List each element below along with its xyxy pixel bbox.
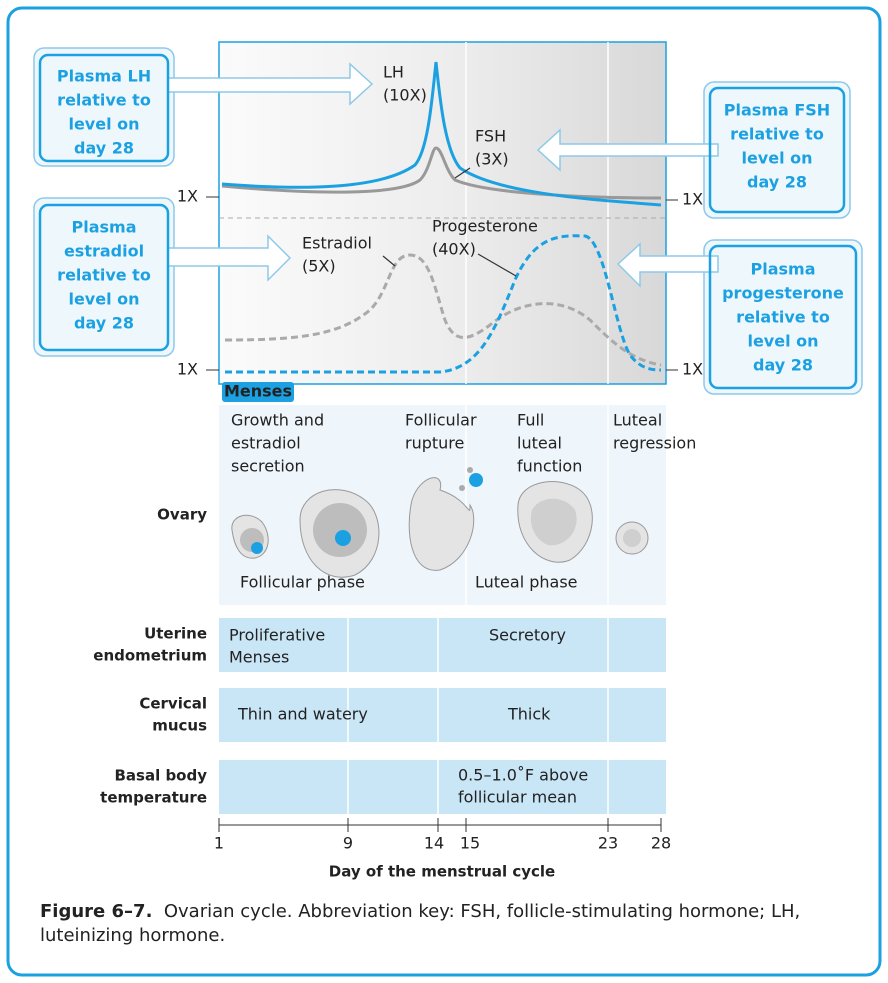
progesterone-curve [225, 234, 662, 374]
cell-text: 0.5–1.0˚F above [458, 766, 588, 785]
x-tick-label: 15 [460, 834, 480, 853]
callout-shapes [33, 47, 863, 395]
frame [6, 6, 882, 977]
baseline-label: 1X [682, 190, 703, 209]
cell-text: Proliferative [229, 626, 325, 645]
row-dividers [347, 618, 609, 814]
callout-text: estradiol [64, 242, 144, 261]
callout-text: Plasma [72, 218, 137, 237]
caption: Figure 6–7. Ovarian cycle. Abbreviation … [40, 900, 850, 948]
callout-text: level on [747, 332, 818, 351]
callout-text: progesterone [722, 284, 844, 303]
x-axis-label: Day of the menstrual cycle [329, 863, 555, 881]
menses-label: Menses [224, 382, 292, 401]
phase-label: Luteal phase [475, 573, 578, 592]
baseline-label: 1X [177, 360, 198, 379]
hormone-level: (10X) [383, 86, 427, 105]
stage-label: Luteal [613, 411, 662, 430]
callout-text: Plasma LH [57, 67, 151, 86]
callout-text: Plasma [751, 260, 816, 279]
stage-label: estradiol [231, 434, 301, 453]
lh-curve [221, 61, 662, 207]
callout-text: day 28 [747, 173, 807, 192]
stage-label: luteal [517, 434, 562, 453]
hormone-level: (5X) [302, 257, 336, 276]
callout-text: day 28 [753, 356, 813, 375]
callout-text: relative to [736, 308, 830, 327]
callout-text: level on [68, 115, 139, 134]
stage-label: secretion [231, 457, 305, 476]
stage-label: regression [613, 434, 696, 453]
ovary-dividers [465, 405, 609, 605]
callout-text: day 28 [74, 139, 134, 158]
cell-text: Thick [507, 705, 551, 724]
cell-text: follicular mean [458, 788, 577, 807]
baseline-label: 1X [682, 360, 703, 379]
hormone-level: (3X) [475, 150, 509, 169]
row-label: temperature [100, 789, 207, 807]
hormone-panel [218, 41, 667, 385]
row-label: Cervical [139, 695, 207, 713]
row-label: Ovary [157, 506, 207, 524]
hormone-name: LH [383, 63, 404, 82]
callout-text: relative to [57, 266, 151, 285]
baseline-label: 1X [177, 187, 198, 206]
caption-label: Figure 6–7. [40, 901, 153, 922]
cell-text: Secretory [489, 626, 566, 645]
ovary-illustrations [231, 467, 649, 578]
callout-text: level on [741, 149, 812, 168]
row-label: endometrium [93, 647, 207, 665]
baseline-ticks [206, 196, 678, 371]
phase-label: Follicular phase [240, 573, 365, 592]
stage-label: Full [517, 411, 544, 430]
callout-text: relative to [730, 125, 824, 144]
phase-dividers [465, 42, 609, 384]
cell-text: Menses [229, 648, 289, 667]
stage-label: Follicular [405, 411, 477, 430]
row-bands [219, 618, 666, 814]
stage-label: Growth and [231, 411, 324, 430]
x-tick-label: 28 [651, 834, 671, 853]
callout-text: relative to [57, 91, 151, 110]
stage-label: function [517, 457, 582, 476]
stage-label: rupture [405, 434, 464, 453]
x-tick-label: 9 [343, 834, 353, 853]
caption-text: Ovarian cycle. Abbreviation key: FSH, fo… [40, 901, 801, 946]
cell-text: Thin and watery [237, 705, 368, 724]
row-label: mucus [152, 717, 207, 735]
hormone-level: (40X) [432, 240, 476, 259]
row-label: Uterine [144, 625, 207, 643]
x-tick-label: 23 [598, 834, 618, 853]
hormone-name: Progesterone [432, 217, 538, 236]
callout-text: level on [68, 290, 139, 309]
menses-tab [222, 382, 294, 402]
row-label: Basal body [114, 767, 207, 785]
leaders [382, 167, 517, 277]
callout-text: day 28 [74, 314, 134, 333]
callout-borders [38, 53, 858, 390]
x-tick-label: 14 [424, 834, 444, 853]
estradiol-curve [224, 253, 662, 367]
hormone-name: Estradiol [302, 234, 372, 253]
callout-text: Plasma FSH [724, 101, 830, 120]
x-tick-label: 1 [214, 834, 224, 853]
hormone-name: FSH [475, 127, 506, 146]
